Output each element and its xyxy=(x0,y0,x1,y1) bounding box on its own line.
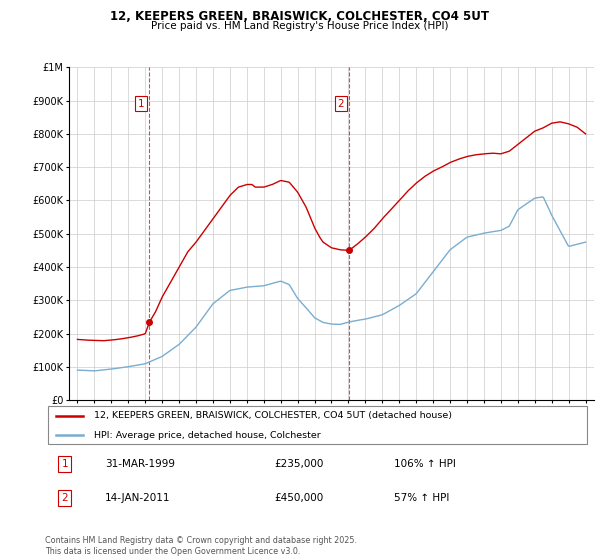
Text: 14-JAN-2011: 14-JAN-2011 xyxy=(105,493,170,503)
Text: 1: 1 xyxy=(61,459,68,469)
Text: Contains HM Land Registry data © Crown copyright and database right 2025.
This d: Contains HM Land Registry data © Crown c… xyxy=(45,536,357,556)
Text: 106% ↑ HPI: 106% ↑ HPI xyxy=(394,459,457,469)
Text: 12, KEEPERS GREEN, BRAISWICK, COLCHESTER, CO4 5UT: 12, KEEPERS GREEN, BRAISWICK, COLCHESTER… xyxy=(110,10,490,22)
Text: 57% ↑ HPI: 57% ↑ HPI xyxy=(394,493,450,503)
Text: 12, KEEPERS GREEN, BRAISWICK, COLCHESTER, CO4 5UT (detached house): 12, KEEPERS GREEN, BRAISWICK, COLCHESTER… xyxy=(94,411,452,420)
Text: 2: 2 xyxy=(61,493,68,503)
Text: £235,000: £235,000 xyxy=(274,459,323,469)
Text: 31-MAR-1999: 31-MAR-1999 xyxy=(105,459,175,469)
Text: Price paid vs. HM Land Registry's House Price Index (HPI): Price paid vs. HM Land Registry's House … xyxy=(151,21,449,31)
Text: 1: 1 xyxy=(137,99,144,109)
Text: 2: 2 xyxy=(337,99,344,109)
FancyBboxPatch shape xyxy=(48,406,587,444)
Text: HPI: Average price, detached house, Colchester: HPI: Average price, detached house, Colc… xyxy=(94,431,321,440)
Text: £450,000: £450,000 xyxy=(274,493,323,503)
